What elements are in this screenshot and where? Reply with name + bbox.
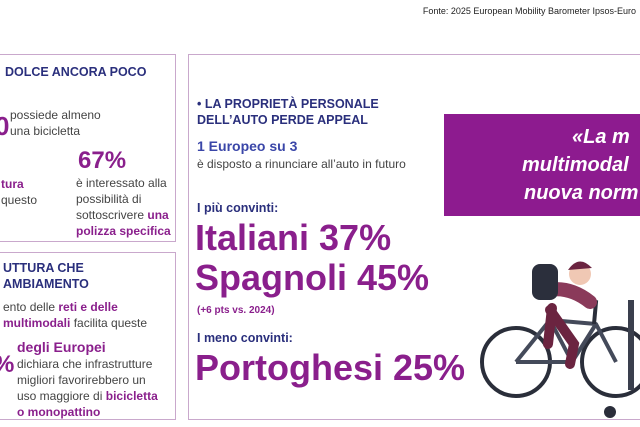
- convinced-label: I più convinti:: [197, 201, 279, 215]
- card-title: DOLCE ANCORA POCO: [5, 65, 147, 79]
- network-1a: ento delle: [3, 300, 56, 314]
- quote-box: «La m multimodal nuova norm: [444, 114, 640, 216]
- quote-line-2: multimodal: [522, 154, 629, 176]
- stat-text-2: possibilità di: [76, 192, 142, 206]
- spanish-stat: Spagnoli 45%: [195, 257, 430, 298]
- stat-text-1: è interessato alla: [76, 176, 167, 190]
- least-label: I meno convinti:: [197, 331, 293, 345]
- card-title-b: AMBIAMENTO: [3, 277, 89, 291]
- ownership-text-2: una bicicletta: [10, 124, 81, 138]
- stat-text-3a: sottoscrivere: [76, 208, 145, 222]
- stat-emph-2: polizza specifica: [76, 224, 171, 238]
- left-bottom-card: UTTURA CHE AMBIAMENTO ento delle reti e …: [0, 252, 176, 420]
- stat-67: 67%: [78, 147, 127, 174]
- middle-title-a: • LA PROPRIETÀ PERSONALE: [197, 97, 379, 111]
- ownership-text-1: possiede almeno: [10, 108, 101, 122]
- stat-emph: una: [147, 208, 169, 222]
- infra-text-4: o monopattino: [17, 405, 101, 419]
- label-fragment: tura: [1, 177, 24, 191]
- label-fragment-2: questo: [1, 193, 38, 207]
- middle-title-b: DELL’AUTO PERDE APPEAL: [197, 113, 368, 127]
- infra-text-3: uso maggiore di bicicletta: [17, 389, 158, 403]
- card-title-a: UTTURA CHE: [3, 261, 84, 275]
- stat-text: è disposto a rinunciare all’auto in futu…: [197, 157, 406, 171]
- network-line-2: multimodali facilita queste: [3, 316, 147, 330]
- stat-head: 1 Europeo su 3: [197, 138, 298, 154]
- stat-text-3: sottoscrivere una: [76, 208, 169, 222]
- left-top-card: DOLCE ANCORA POCO 0 possiede almeno una …: [0, 54, 176, 242]
- italians-stat: Italiani 37%: [195, 217, 392, 258]
- network-2a: multimodali: [3, 316, 71, 330]
- portuguese-stat: Portoghesi 25%: [195, 347, 466, 388]
- quote-line-1: «La m: [572, 126, 630, 148]
- network-2b: facilita queste: [73, 316, 148, 330]
- infra-text-2: migliori favorirebbero un: [17, 373, 146, 387]
- cyclist-illustration: [480, 261, 640, 418]
- quote-line-3: nuova norm: [524, 182, 639, 204]
- infra-text-1: dichiara che infrastrutture: [17, 357, 153, 371]
- infra-3b: bicicletta: [105, 389, 158, 403]
- big-number-2: %: [0, 351, 14, 379]
- big-number: 0: [0, 111, 10, 141]
- network-1b: reti e delle: [58, 300, 118, 314]
- change-note: (+6 pts vs. 2024): [197, 305, 275, 316]
- source-credit: Fonte: 2025 European Mobility Barometer …: [422, 6, 636, 16]
- network-line-1: ento delle reti e delle: [3, 300, 118, 314]
- europeans-head: degli Europei: [17, 339, 106, 355]
- infra-3a: uso maggiore di: [17, 389, 103, 403]
